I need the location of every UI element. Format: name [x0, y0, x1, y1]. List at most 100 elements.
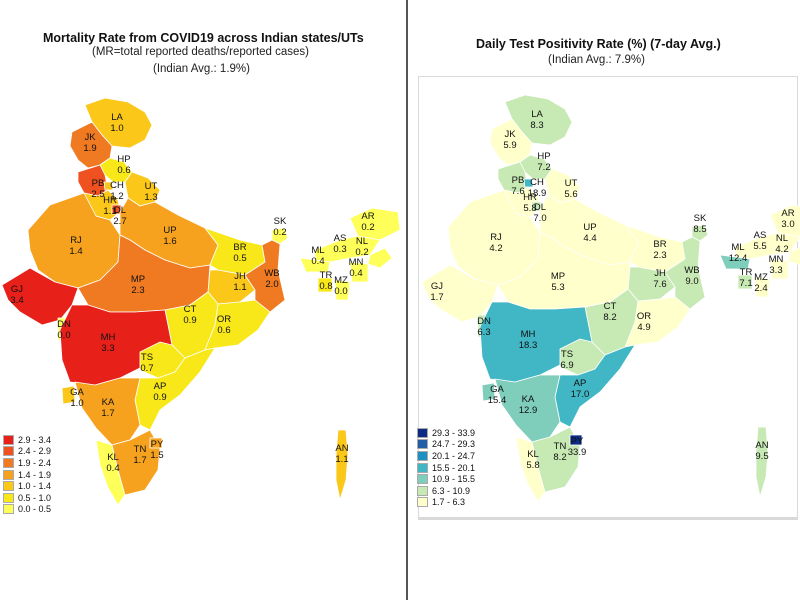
state-label-sk-abbr: SK — [694, 213, 707, 224]
state-label-mp-abbr: MP — [131, 274, 145, 285]
state-label-jh-value: 1.1 — [233, 282, 246, 293]
panel-divider — [406, 0, 408, 600]
state-label-dl-value: 2.7 — [113, 216, 126, 227]
positivity-map-title: Daily Test Positivity Rate (%) (7-day Av… — [476, 37, 721, 51]
state-label-wb-value: 2.0 — [265, 279, 278, 290]
state-label-or-abbr: OR — [217, 314, 231, 325]
state-label-la-abbr: LA — [111, 112, 123, 123]
legend-swatch — [3, 469, 14, 480]
mortality-map: LA1.0JK1.9HP0.6PB2.5CH1.2UT1.3HR1.1DL2.7… — [1, 97, 401, 506]
state-label-ch-value: 1.2 — [110, 191, 123, 202]
positivity-map-average: (Indian Avg.: 7.9%) — [548, 54, 645, 66]
state-label-mp-value: 5.3 — [551, 282, 564, 293]
state-label-ts-abbr: TS — [141, 352, 153, 363]
state-label-gj-abbr: GJ — [431, 281, 443, 292]
state-label-mn-value: 3.3 — [769, 265, 782, 276]
state-label-dn-abbr: DN — [57, 319, 71, 330]
state-py — [149, 437, 163, 449]
state-label-ts-value: 6.9 — [560, 360, 573, 371]
state-tn — [531, 426, 581, 493]
legend-swatch — [3, 434, 14, 445]
state-label-sk-value: 8.5 — [693, 224, 706, 235]
state-ch — [523, 178, 534, 188]
state-label-gj-abbr: GJ — [11, 284, 23, 295]
state-label-wb-value: 9.0 — [685, 276, 698, 287]
state-label-ml-value: 12.4 — [729, 253, 748, 264]
state-mz — [334, 279, 351, 301]
state-mn — [769, 258, 789, 280]
state-ga — [481, 382, 496, 402]
legend-swatch — [417, 485, 428, 496]
state-label-ts-abbr: TS — [561, 349, 573, 360]
state-label-ct-abbr: CT — [604, 301, 617, 312]
state-shapes — [1, 97, 401, 506]
state-ka — [494, 374, 561, 443]
state-label-ga-value: 1.0 — [70, 398, 83, 409]
state-label-jk-abbr: JK — [504, 129, 516, 140]
state-label-ts-value: 0.7 — [140, 363, 153, 374]
state-label-ct-value: 0.9 — [183, 315, 196, 326]
legend-label: 0.5 - 1.0 — [18, 492, 52, 503]
legend-label: 2.9 - 3.4 — [18, 434, 52, 445]
state-label-dl-abbr: DL — [534, 202, 546, 213]
state-label-hp-abbr: HP — [537, 151, 550, 162]
state-label-ap-abbr: AP — [574, 378, 587, 389]
state-label-ml-abbr: ML — [311, 245, 324, 256]
state-label-tn-value: 8.2 — [553, 452, 566, 463]
state-label-jk-value: 1.9 — [83, 143, 96, 154]
state-label-as-abbr: AS — [754, 230, 767, 241]
legend-item: 10.9 - 15.5 — [417, 473, 475, 485]
state-label-ga-abbr: GA — [490, 384, 504, 395]
state-label-gj-value: 1.7 — [430, 292, 443, 303]
state-label-jh-abbr: JH — [654, 268, 666, 279]
legend-swatch — [3, 504, 14, 515]
legend-label: 20.1 - 24.7 — [432, 450, 476, 461]
state-label-ut-abbr: UT — [565, 178, 578, 189]
legend-swatch — [417, 497, 428, 508]
legend-label: 15.5 - 20.1 — [432, 462, 476, 473]
state-label-or-value: 4.9 — [637, 322, 650, 333]
state-shapes — [421, 94, 800, 503]
legend-item: 29.3 - 33.9 — [417, 427, 475, 439]
state-label-ut-abbr: UT — [145, 181, 158, 192]
positivity-legend: 29.3 - 33.9 24.7 - 29.3 20.1 - 24.7 15.5 - … — [417, 427, 475, 508]
legend-item: 0.0 - 0.5 — [3, 504, 51, 516]
state-label-hp-abbr: HP — [117, 154, 130, 165]
state-label-py-abbr: PY — [151, 439, 164, 450]
state-label-ka-value: 12.9 — [519, 405, 538, 416]
state-label-ct-value: 8.2 — [603, 312, 616, 323]
state-label-ka-abbr: KA — [522, 394, 535, 405]
legend-swatch — [417, 450, 428, 461]
state-label-sk-abbr: SK — [274, 216, 287, 227]
state-label-ga-value: 15.4 — [488, 395, 507, 406]
state-label-pb-value: 7.6 — [511, 186, 524, 197]
state-ml — [719, 254, 751, 270]
state-label-pb-abbr: PB — [512, 175, 525, 186]
state-label-br-abbr: BR — [233, 242, 246, 253]
state-label-mn-abbr: MN — [769, 254, 784, 265]
state-label-as-value: 5.5 — [753, 241, 766, 252]
state-ga — [61, 385, 76, 405]
state-label-an-value: 1.1 — [335, 454, 348, 465]
state-ka — [74, 377, 141, 446]
state-label-ka-value: 1.7 — [101, 408, 114, 419]
state-label-nl-abbr: NL — [776, 233, 788, 244]
state-label-ar-value: 3.0 — [781, 219, 794, 230]
state-label-dl-value: 7.0 — [533, 213, 546, 224]
state-label-hr-value: 5.8 — [523, 203, 536, 214]
state-tr — [317, 277, 333, 293]
legend-item: 15.5 - 20.1 — [417, 462, 475, 474]
state-label-ap-value: 0.9 — [153, 392, 166, 403]
state-label-la-value: 8.3 — [530, 120, 543, 131]
state-label-ch-abbr: CH — [110, 180, 124, 191]
mortality-map-panel: Mortality Rate from COVID19 across India… — [1, 31, 401, 516]
state-label-pb-value: 2.5 — [91, 189, 104, 200]
state-label-hr-value: 1.1 — [103, 206, 116, 217]
legend-label: 2.4 - 2.9 — [18, 446, 52, 457]
legend-label: 6.3 - 10.9 — [432, 485, 471, 496]
state-label-py-value: 1.5 — [150, 450, 163, 461]
legend-item: 1.9 - 2.4 — [3, 457, 51, 469]
state-label-as-abbr: AS — [334, 233, 347, 244]
state-label-gj-value: 3.4 — [10, 295, 23, 306]
state-label-br-value: 0.5 — [233, 253, 246, 264]
